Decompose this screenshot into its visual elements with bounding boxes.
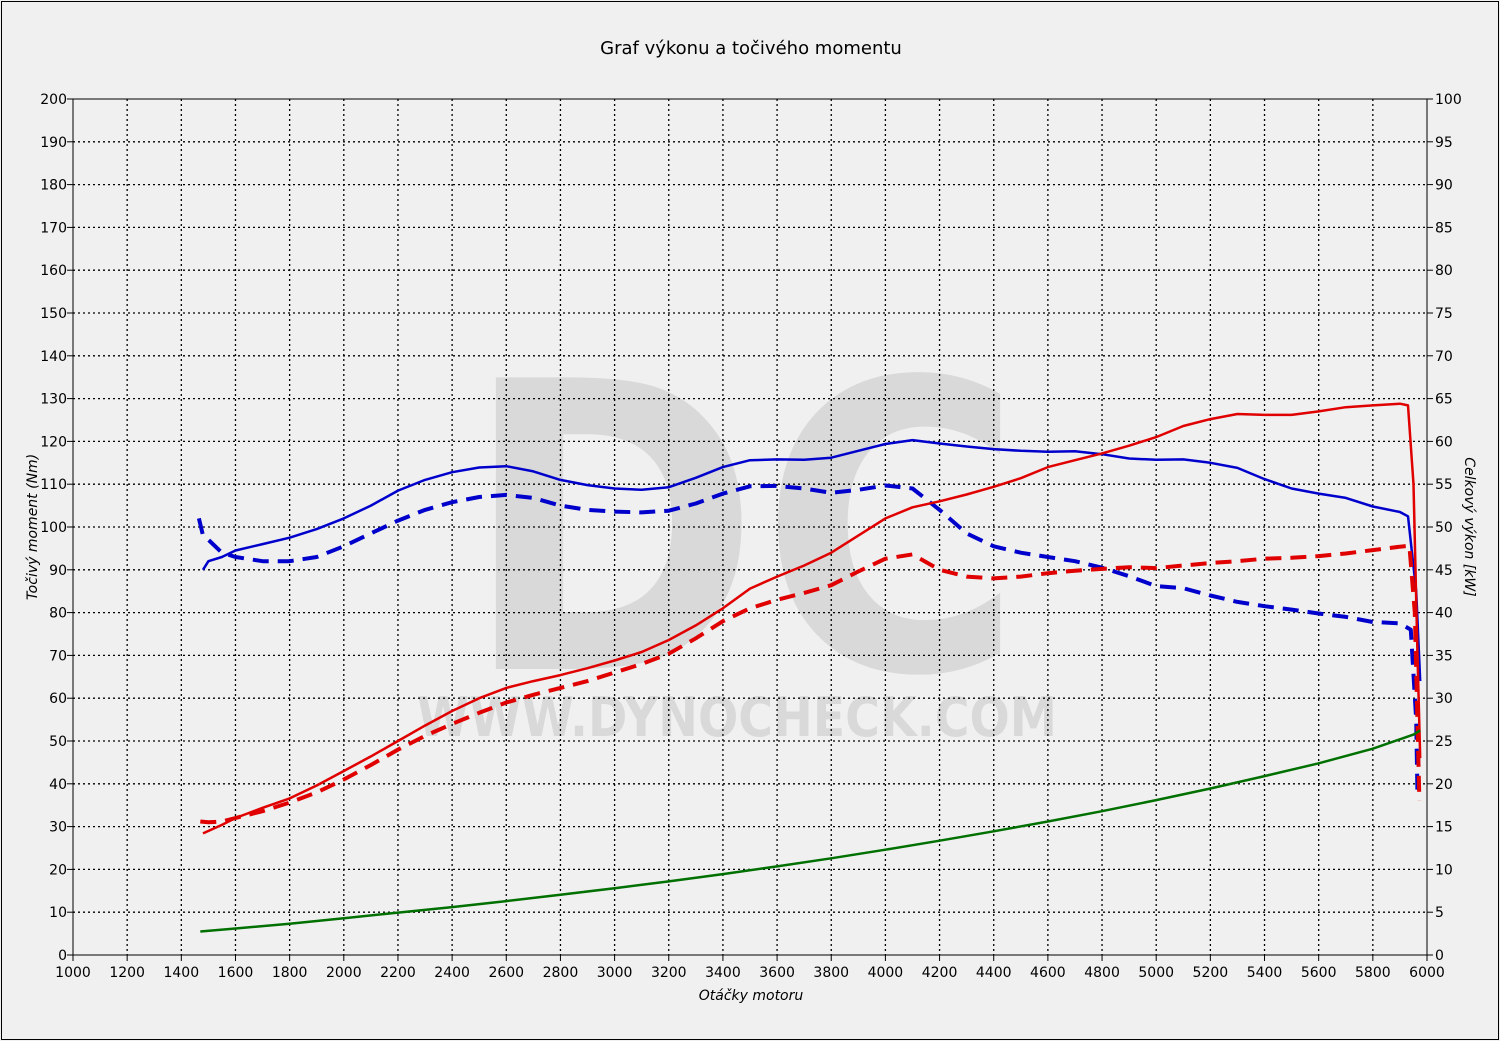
left-tick-label: 70	[49, 648, 67, 664]
right-tick-label: 0	[1435, 948, 1444, 964]
right-axis-label: Celkový výkon [kW]	[1461, 457, 1477, 596]
right-tick-label: 100	[1435, 92, 1462, 108]
left-tick-label: 60	[49, 691, 67, 707]
left-tick-label: 170	[40, 220, 67, 236]
left-tick-label: 100	[40, 520, 67, 536]
left-tick-label: 120	[40, 434, 67, 450]
left-tick-label: 20	[49, 862, 67, 878]
x-tick-label: 3800	[813, 965, 849, 981]
left-tick-label: 140	[40, 349, 67, 365]
left-tick-label: 180	[40, 178, 67, 194]
x-tick-label: 5000	[1138, 965, 1174, 981]
x-tick-label: 1400	[163, 965, 199, 981]
right-tick-label: 75	[1435, 306, 1453, 322]
right-tick-label: 15	[1435, 820, 1453, 836]
left-tick-label: 10	[49, 905, 67, 921]
right-tick-label: 40	[1435, 606, 1453, 622]
x-tick-label: 2600	[488, 965, 524, 981]
series-line-power_stock	[200, 543, 1422, 825]
left-tick-label: 50	[49, 734, 67, 750]
left-tick-label: 160	[40, 263, 67, 279]
x-tick-label: 5200	[1193, 965, 1229, 981]
left-axis-label: Točivý moment (Nm)	[25, 454, 41, 600]
right-tick-label: 90	[1435, 178, 1453, 194]
right-tick-label: 20	[1435, 777, 1453, 793]
right-tick-label: 85	[1435, 220, 1453, 236]
series-lines	[196, 402, 1422, 933]
left-tick-label: 90	[49, 563, 67, 579]
left-tick-label: 0	[58, 948, 67, 964]
x-tick-label: 3200	[651, 965, 687, 981]
x-tick-label: 1800	[272, 965, 308, 981]
x-tick-label: 2800	[543, 965, 579, 981]
axes	[67, 98, 1433, 961]
series-line-torque_tuned	[201, 438, 1422, 682]
x-axis-label: Otáčky motoru	[699, 988, 804, 1004]
x-tick-label: 5800	[1355, 965, 1391, 981]
x-tick-label: 5400	[1247, 965, 1283, 981]
right-tick-label: 25	[1435, 734, 1453, 750]
x-tick-label: 4000	[868, 965, 904, 981]
series-line-power_tuned	[202, 402, 1422, 835]
x-tick-label: 2400	[434, 965, 470, 981]
watermark-letters: DC	[463, 299, 1023, 764]
right-tick-label: 55	[1435, 477, 1453, 493]
x-tick-label: 2000	[326, 965, 362, 981]
x-tick-label: 1600	[218, 965, 254, 981]
right-tick-label: 30	[1435, 691, 1453, 707]
left-tick-label: 130	[40, 392, 67, 408]
series-line-torque_stock	[196, 483, 1420, 797]
left-tick-labels: 0 10 20 30 40 50 60 70 80 90 100 110 120 130 140 150 160…	[40, 92, 67, 964]
left-tick-label: 110	[40, 477, 67, 493]
x-tick-label: 4200	[922, 965, 958, 981]
x-tick-label: 4400	[976, 965, 1012, 981]
right-tick-label: 50	[1435, 520, 1453, 536]
x-tick-label: 3600	[759, 965, 795, 981]
series-line-wheel_loss	[200, 729, 1421, 933]
x-tick-label: 2200	[380, 965, 416, 981]
left-tick-label: 200	[40, 92, 67, 108]
watermark: DC WWW.DYNOCHECK.COM	[417, 299, 1057, 764]
left-tick-label: 150	[40, 306, 67, 322]
plot-border	[72, 98, 1428, 956]
x-tick-label: 3400	[705, 965, 741, 981]
x-tick-label: 1200	[109, 965, 145, 981]
right-tick-label: 5	[1435, 905, 1444, 921]
right-tick-label: 10	[1435, 862, 1453, 878]
right-tick-label: 80	[1435, 263, 1453, 279]
chart-title: Graf výkonu a točivého momentu	[600, 38, 902, 59]
watermark-url: WWW.DYNOCHECK.COM	[417, 686, 1057, 749]
x-tick-label: 3000	[597, 965, 633, 981]
x-tick-labels: 1000 1200 1400 1600 1800 2000 2200 2400 2600 2800…	[55, 965, 1445, 981]
left-tick-label: 190	[40, 135, 67, 151]
right-tick-label: 60	[1435, 434, 1453, 450]
x-tick-label: 5600	[1301, 965, 1337, 981]
left-tick-label: 40	[49, 777, 67, 793]
right-tick-labels: 0 5 10 15 20 25 30 35 40 45 50 55 60 65 70 75 80 85 90 95 10…	[1435, 92, 1462, 964]
right-tick-label: 45	[1435, 563, 1453, 579]
right-tick-label: 65	[1435, 392, 1453, 408]
x-tick-label: 4600	[1030, 965, 1066, 981]
grid	[73, 99, 1427, 955]
x-tick-label: 4800	[1084, 965, 1120, 981]
left-tick-label: 30	[49, 820, 67, 836]
x-tick-label: 6000	[1409, 965, 1445, 981]
right-tick-label: 35	[1435, 648, 1453, 664]
x-tick-label: 1000	[55, 965, 91, 981]
right-tick-label: 70	[1435, 349, 1453, 365]
right-tick-label: 95	[1435, 135, 1453, 151]
left-tick-label: 80	[49, 606, 67, 622]
